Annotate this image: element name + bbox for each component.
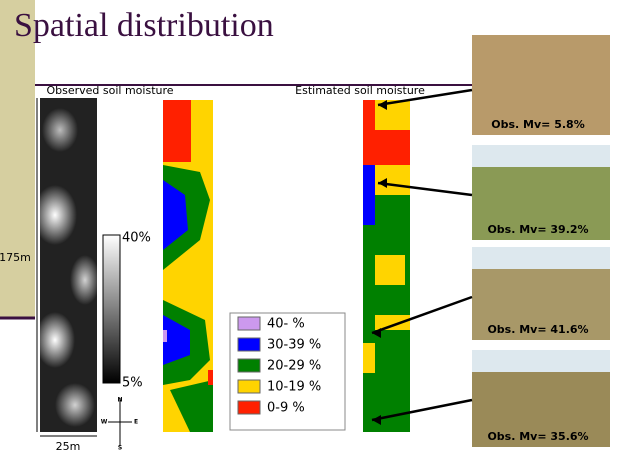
photo (472, 35, 610, 135)
legend-label: 40- % (267, 317, 305, 332)
photo-sky (472, 350, 610, 372)
arrowhead (372, 328, 381, 338)
observed-map (33, 98, 100, 432)
legend-label: 30-39 % (267, 338, 321, 353)
title: Spatial distribution (14, 7, 274, 44)
compass-letter: E (134, 419, 138, 426)
colorbar-label: 40% (122, 231, 151, 246)
photo-sky (472, 145, 610, 167)
photo-sky (472, 247, 610, 269)
legend-swatch (237, 316, 261, 331)
arrow (377, 88, 473, 107)
photo-caption: Obs. Mv= 39.2% (487, 223, 588, 236)
photo-caption: Obs. Mv= 5.8% (491, 118, 584, 131)
arrowhead (378, 178, 387, 188)
legend-label: 20-29 % (267, 359, 321, 374)
arrow (377, 181, 473, 197)
arrowhead (372, 415, 381, 425)
arrowhead (378, 100, 387, 110)
legend-label: 10-19 % (267, 380, 321, 395)
compass-letter: S (118, 445, 122, 452)
legend-swatch (237, 337, 261, 352)
dimension-label: 25m (56, 440, 81, 453)
photo-caption: Obs. Mv= 35.6% (487, 430, 588, 443)
side-band (0, 0, 35, 318)
colorbar (102, 234, 121, 384)
arrow (371, 398, 473, 422)
panel-label: Estimated soil moisture (295, 84, 425, 97)
panel-label: Observed soil moisture (46, 84, 173, 97)
classified-map (163, 100, 213, 432)
photo-caption: Obs. Mv= 41.6% (487, 323, 588, 336)
arrow (371, 295, 473, 335)
colorbar-label: 5% (122, 376, 143, 391)
estimated-map (363, 100, 410, 432)
compass-letter: W (101, 419, 108, 426)
dimension-label: 175m (0, 251, 31, 264)
legend-swatch (237, 379, 261, 394)
legend-label: 0-9 % (267, 401, 305, 416)
compass: N W E S (101, 397, 138, 452)
legend-swatch (237, 358, 261, 373)
compass-letter: N (117, 397, 122, 404)
legend-swatch (237, 400, 261, 415)
